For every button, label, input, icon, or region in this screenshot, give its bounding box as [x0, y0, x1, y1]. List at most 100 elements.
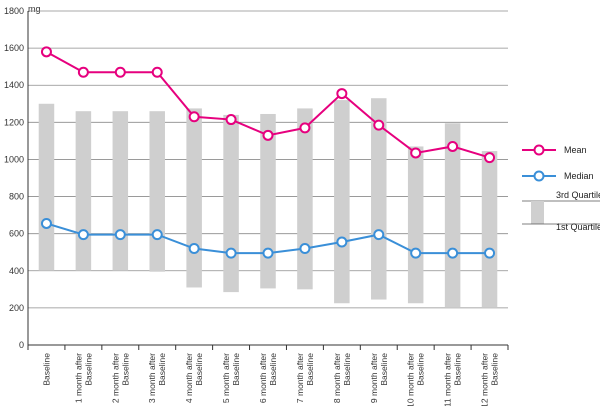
- legend-swatch-marker: [533, 144, 545, 156]
- quartile-bar: [481, 151, 498, 308]
- y-axis-tick-labels: 0 200 400 600 800 1000 1200 1400 1600 1800: [4, 6, 24, 350]
- data-point-median: [114, 229, 126, 241]
- x-category-label-line: 11 month after: [443, 353, 453, 406]
- y-tick-label: 400: [9, 266, 24, 276]
- data-point-mean: [225, 114, 237, 126]
- x-category-label: 1 month after Baseline: [73, 353, 93, 403]
- x-category-label-line: Baseline: [194, 353, 204, 386]
- x-category-label-line: 10 month after: [406, 353, 416, 406]
- x-category-label-line: Baseline: [120, 353, 130, 386]
- data-point-median: [225, 247, 237, 259]
- data-point-mean: [40, 46, 52, 58]
- legend-label-q1: 1st Quartile: [556, 222, 600, 232]
- x-category-label: 4 month after Baseline: [184, 353, 204, 403]
- x-category-label-line: Baseline: [379, 353, 389, 386]
- data-point-mean: [114, 66, 126, 78]
- y-tick-label: 800: [9, 192, 24, 202]
- quartile-bar: [260, 113, 276, 289]
- x-category-label: 7 month after Baseline: [295, 353, 315, 403]
- quartile-bar: [334, 100, 350, 304]
- y-tick-label: 1000: [4, 154, 24, 164]
- x-category-label-line: 1 month after: [73, 353, 83, 403]
- quartile-bars: [38, 98, 498, 308]
- x-category-label-line: 8 month after: [332, 353, 342, 403]
- x-category-label-line: Baseline: [157, 353, 167, 386]
- data-point-median: [410, 247, 422, 259]
- x-category-label-line: Baseline: [305, 353, 315, 386]
- x-category-label-line: Baseline: [41, 353, 51, 386]
- x-category-label: 5 month after Baseline: [221, 353, 241, 403]
- legend-label: Median: [564, 171, 594, 181]
- quartile-bar: [75, 111, 92, 271]
- x-category-label: 12 month after Baseline: [480, 353, 500, 406]
- y-tick-label: 200: [9, 303, 24, 313]
- series-lines: [40, 46, 496, 259]
- y-unit-label: mg: [28, 4, 41, 14]
- quartile-bar: [38, 103, 55, 271]
- quartile-bar: [444, 123, 461, 308]
- x-category-label-line: 2 month after: [110, 353, 120, 403]
- data-point-mean: [299, 122, 311, 134]
- y-tick-label: 1600: [4, 43, 24, 53]
- data-point-median: [188, 243, 200, 255]
- x-category-label: 3 month after Baseline: [147, 353, 167, 403]
- quartile-bar: [371, 98, 387, 300]
- y-tick-label: 1400: [4, 80, 24, 90]
- legend-label: Mean: [564, 145, 587, 155]
- y-tick-label: 600: [9, 229, 24, 239]
- legend-quartile-swatch: [531, 201, 544, 224]
- y-tick-label: 1200: [4, 117, 24, 127]
- x-category-label-line: 4 month after: [184, 353, 194, 403]
- data-point-mean: [188, 111, 200, 123]
- quartile-bar: [149, 111, 165, 272]
- y-tick-label: 1800: [4, 6, 24, 16]
- x-category-label-line: 6 month after: [258, 353, 268, 403]
- quartile-bar: [223, 114, 239, 293]
- data-point-median: [447, 247, 459, 259]
- quartile-bar: [112, 111, 129, 271]
- x-category-label-line: Baseline: [490, 353, 500, 386]
- data-point-median: [373, 229, 385, 241]
- data-point-mean: [484, 152, 496, 164]
- x-axis-category-labels: Baseline 1 month after Baseline 2 month aft…: [41, 353, 499, 406]
- x-category-label: 11 month after Baseline: [443, 353, 463, 406]
- x-category-label: 10 month after Baseline: [406, 353, 426, 406]
- y-tick-label: 0: [19, 340, 24, 350]
- quartile-bar: [186, 108, 202, 288]
- x-category-label: 6 month after Baseline: [258, 353, 278, 403]
- data-point-median: [77, 229, 89, 241]
- x-category-label-line: 3 month after: [147, 353, 157, 403]
- data-point-median: [262, 247, 274, 259]
- data-point-median: [151, 229, 163, 241]
- data-point-mean: [410, 147, 422, 159]
- axes: [27, 11, 509, 350]
- quartile-bar: [407, 146, 424, 304]
- x-category-label-line: 5 month after: [221, 353, 231, 403]
- data-point-mean: [77, 66, 89, 78]
- data-point-median: [40, 217, 52, 229]
- legend-swatch-marker: [533, 170, 545, 182]
- x-category-label-line: Baseline: [416, 353, 426, 386]
- data-point-median: [484, 247, 496, 259]
- data-point-median: [299, 243, 311, 255]
- x-category-label-line: Baseline: [83, 353, 93, 386]
- x-category-label: Baseline: [41, 353, 51, 386]
- x-category-label: 8 month after Baseline: [332, 353, 352, 403]
- data-point-mean: [447, 140, 459, 152]
- data-point-mean: [336, 88, 348, 100]
- legend: Mean Median 3rd Quartile 1st Quartile: [522, 144, 600, 232]
- data-point-median: [336, 236, 348, 248]
- legend-label-q3: 3rd Quartile: [556, 190, 600, 200]
- x-category-label-line: Baseline: [268, 353, 278, 386]
- x-category-label-line: Baseline: [231, 353, 241, 386]
- x-category-label: 9 month after Baseline: [369, 353, 389, 403]
- x-category-label-line: 7 month after: [295, 353, 305, 403]
- data-point-mean: [262, 129, 274, 141]
- data-point-mean: [151, 66, 163, 78]
- x-category-label-line: Baseline: [342, 353, 352, 386]
- data-point-mean: [373, 119, 385, 131]
- x-category-label: 2 month after Baseline: [110, 353, 130, 403]
- x-category-label-line: Baseline: [453, 353, 463, 386]
- x-category-label-line: 9 month after: [369, 353, 379, 403]
